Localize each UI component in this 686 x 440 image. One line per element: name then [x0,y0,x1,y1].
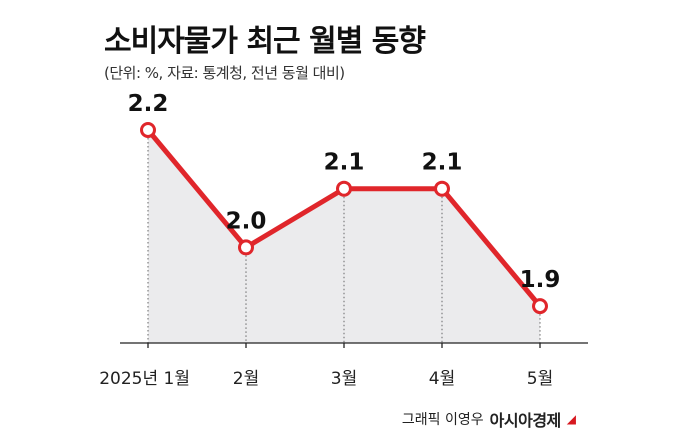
x-tick-label: 2월 [233,369,259,389]
data-label: 2.1 [422,150,463,176]
brand-mark-icon: ◢ [566,412,576,426]
publisher-logo: 아시아경제 [489,411,562,430]
data-label: 1.9 [520,267,561,293]
data-label: 2.1 [324,150,365,176]
chart-title: 소비자물가 최근 월별 동향 [104,24,426,59]
data-point [532,298,548,315]
x-tick-label: 5월 [527,369,553,389]
graphic-byline: 그래픽 이영우 [401,412,484,428]
credit: 그래픽 이영우 아시아경제 ◢ [402,407,576,431]
data-point [434,180,450,197]
x-tick-label: 2025년 1월 [99,369,190,389]
data-point [238,239,254,256]
x-tick-label: 3월 [331,369,357,389]
chart-subtitle: (단위: %, 자료: 통계청, 전년 동월 대비) [104,64,345,82]
data-point [140,122,156,138]
data-point [336,180,352,197]
data-label: 2.2 [128,91,169,117]
x-tick-label: 4월 [429,369,455,389]
data-label: 2.0 [226,208,267,234]
